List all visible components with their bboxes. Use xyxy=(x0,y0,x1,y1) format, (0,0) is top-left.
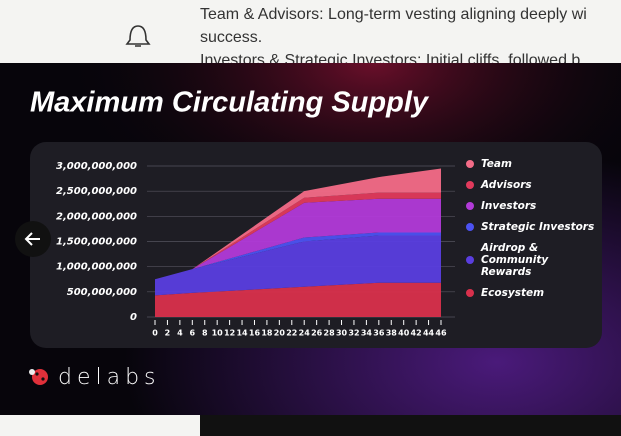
chart-title: Maximum Circulating Supply xyxy=(30,87,430,119)
x-tick-label: 32 xyxy=(348,329,359,338)
x-tick-label: 44 xyxy=(423,329,435,338)
x-tick-label: 42 xyxy=(411,329,422,338)
x-tick-label: 20 xyxy=(274,329,286,338)
x-tick-label: 14 xyxy=(236,329,248,338)
x-tick-label: 18 xyxy=(261,329,273,338)
y-tick-label: 500,000,000 xyxy=(67,287,137,298)
x-tick-label: 26 xyxy=(311,329,323,338)
x-tick-label: 34 xyxy=(361,329,373,338)
legend-swatch xyxy=(466,289,474,297)
legend-swatch xyxy=(466,160,474,168)
area xyxy=(155,235,441,296)
x-tick-label: 4 xyxy=(177,329,183,338)
legend-swatch xyxy=(466,223,474,231)
x-tick-label: 36 xyxy=(373,329,385,338)
legend-swatch xyxy=(466,256,474,264)
legend-label: Investors xyxy=(481,200,537,212)
x-tick-label: 16 xyxy=(249,329,261,338)
footer-bar xyxy=(200,415,621,436)
logo-text: delabs xyxy=(58,365,161,390)
legend-item: Team xyxy=(466,158,606,170)
area xyxy=(155,282,441,317)
legend-label: Team xyxy=(481,158,512,170)
legend-label: Advisors xyxy=(481,179,532,191)
area xyxy=(155,198,441,280)
legend-swatch xyxy=(466,181,474,189)
x-tick-label: 24 xyxy=(299,329,311,338)
back-arrow xyxy=(24,232,40,246)
legend-item: Strategic Investors xyxy=(466,221,606,233)
legend-item: Investors xyxy=(466,200,606,212)
x-tick-label: 46 xyxy=(435,329,447,338)
x-tick-label: 22 xyxy=(286,329,297,338)
legend-label: Ecosystem xyxy=(481,287,545,299)
y-tick-label: 3,000,000,000 xyxy=(56,161,137,172)
legend-item: Advisors xyxy=(466,179,606,191)
area xyxy=(155,168,441,280)
y-tick-label: 1,500,000,000 xyxy=(56,237,137,248)
logo-icon xyxy=(29,369,48,385)
legend-label: Strategic Investors xyxy=(481,221,595,233)
y-tick-label: 0 xyxy=(130,312,137,323)
x-tick-label: 10 xyxy=(212,329,224,338)
y-tick-label: 2,000,000,000 xyxy=(56,211,137,222)
legend-item: Ecosystem xyxy=(466,287,606,299)
x-tick-label: 40 xyxy=(398,329,410,338)
x-tick-label: 28 xyxy=(324,329,336,338)
x-tick-label: 8 xyxy=(202,329,208,338)
background-text: Team & Advisors: Long-term vesting align… xyxy=(200,6,587,23)
x-tick-label: 0 xyxy=(152,329,158,338)
area xyxy=(155,232,441,280)
x-tick-label: 2 xyxy=(165,329,171,338)
x-tick-label: 6 xyxy=(190,329,196,338)
x-tick-label: 30 xyxy=(336,329,348,338)
legend: Team Advisors Investors Strategic Investors… xyxy=(466,158,606,308)
legend-item: Airdrop & Community Rewards xyxy=(466,242,606,278)
x-tick-label: 12 xyxy=(224,329,235,338)
background-text: success. xyxy=(200,29,262,46)
y-tick-label: 1,000,000,000 xyxy=(56,262,137,273)
bell-icon[interactable] xyxy=(125,25,151,47)
x-tick-label: 38 xyxy=(386,329,398,338)
legend-label: Airdrop & Community Rewards xyxy=(481,242,549,278)
legend-swatch xyxy=(466,202,474,210)
y-tick-label: 2,500,000,000 xyxy=(56,186,137,197)
